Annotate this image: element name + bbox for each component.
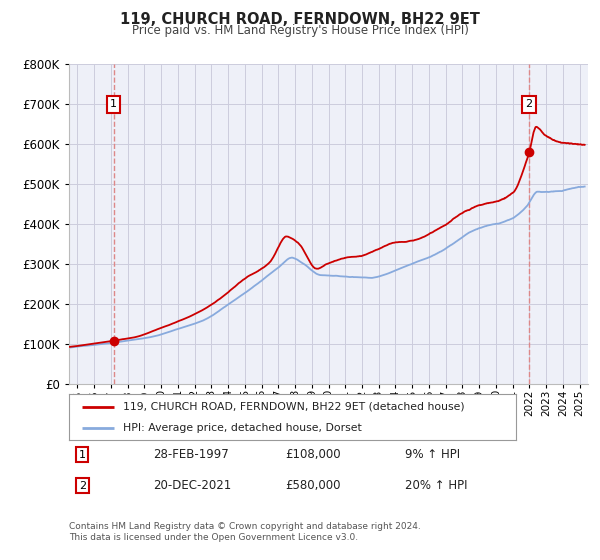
Text: Price paid vs. HM Land Registry's House Price Index (HPI): Price paid vs. HM Land Registry's House … bbox=[131, 24, 469, 36]
Text: £580,000: £580,000 bbox=[285, 479, 341, 492]
Text: 28-FEB-1997: 28-FEB-1997 bbox=[153, 448, 229, 461]
Text: 1: 1 bbox=[79, 450, 86, 460]
Text: HPI: Average price, detached house, Dorset: HPI: Average price, detached house, Dors… bbox=[122, 423, 361, 433]
Text: Contains HM Land Registry data © Crown copyright and database right 2024.: Contains HM Land Registry data © Crown c… bbox=[69, 522, 421, 531]
Text: 2: 2 bbox=[79, 480, 86, 491]
Text: 1: 1 bbox=[110, 99, 117, 109]
Text: 119, CHURCH ROAD, FERNDOWN, BH22 9ET: 119, CHURCH ROAD, FERNDOWN, BH22 9ET bbox=[120, 12, 480, 27]
Text: 20% ↑ HPI: 20% ↑ HPI bbox=[405, 479, 467, 492]
Text: This data is licensed under the Open Government Licence v3.0.: This data is licensed under the Open Gov… bbox=[69, 533, 358, 542]
Text: 119, CHURCH ROAD, FERNDOWN, BH22 9ET (detached house): 119, CHURCH ROAD, FERNDOWN, BH22 9ET (de… bbox=[122, 402, 464, 412]
Text: 9% ↑ HPI: 9% ↑ HPI bbox=[405, 448, 460, 461]
Text: 2: 2 bbox=[525, 99, 532, 109]
Text: 20-DEC-2021: 20-DEC-2021 bbox=[153, 479, 231, 492]
Text: £108,000: £108,000 bbox=[285, 448, 341, 461]
